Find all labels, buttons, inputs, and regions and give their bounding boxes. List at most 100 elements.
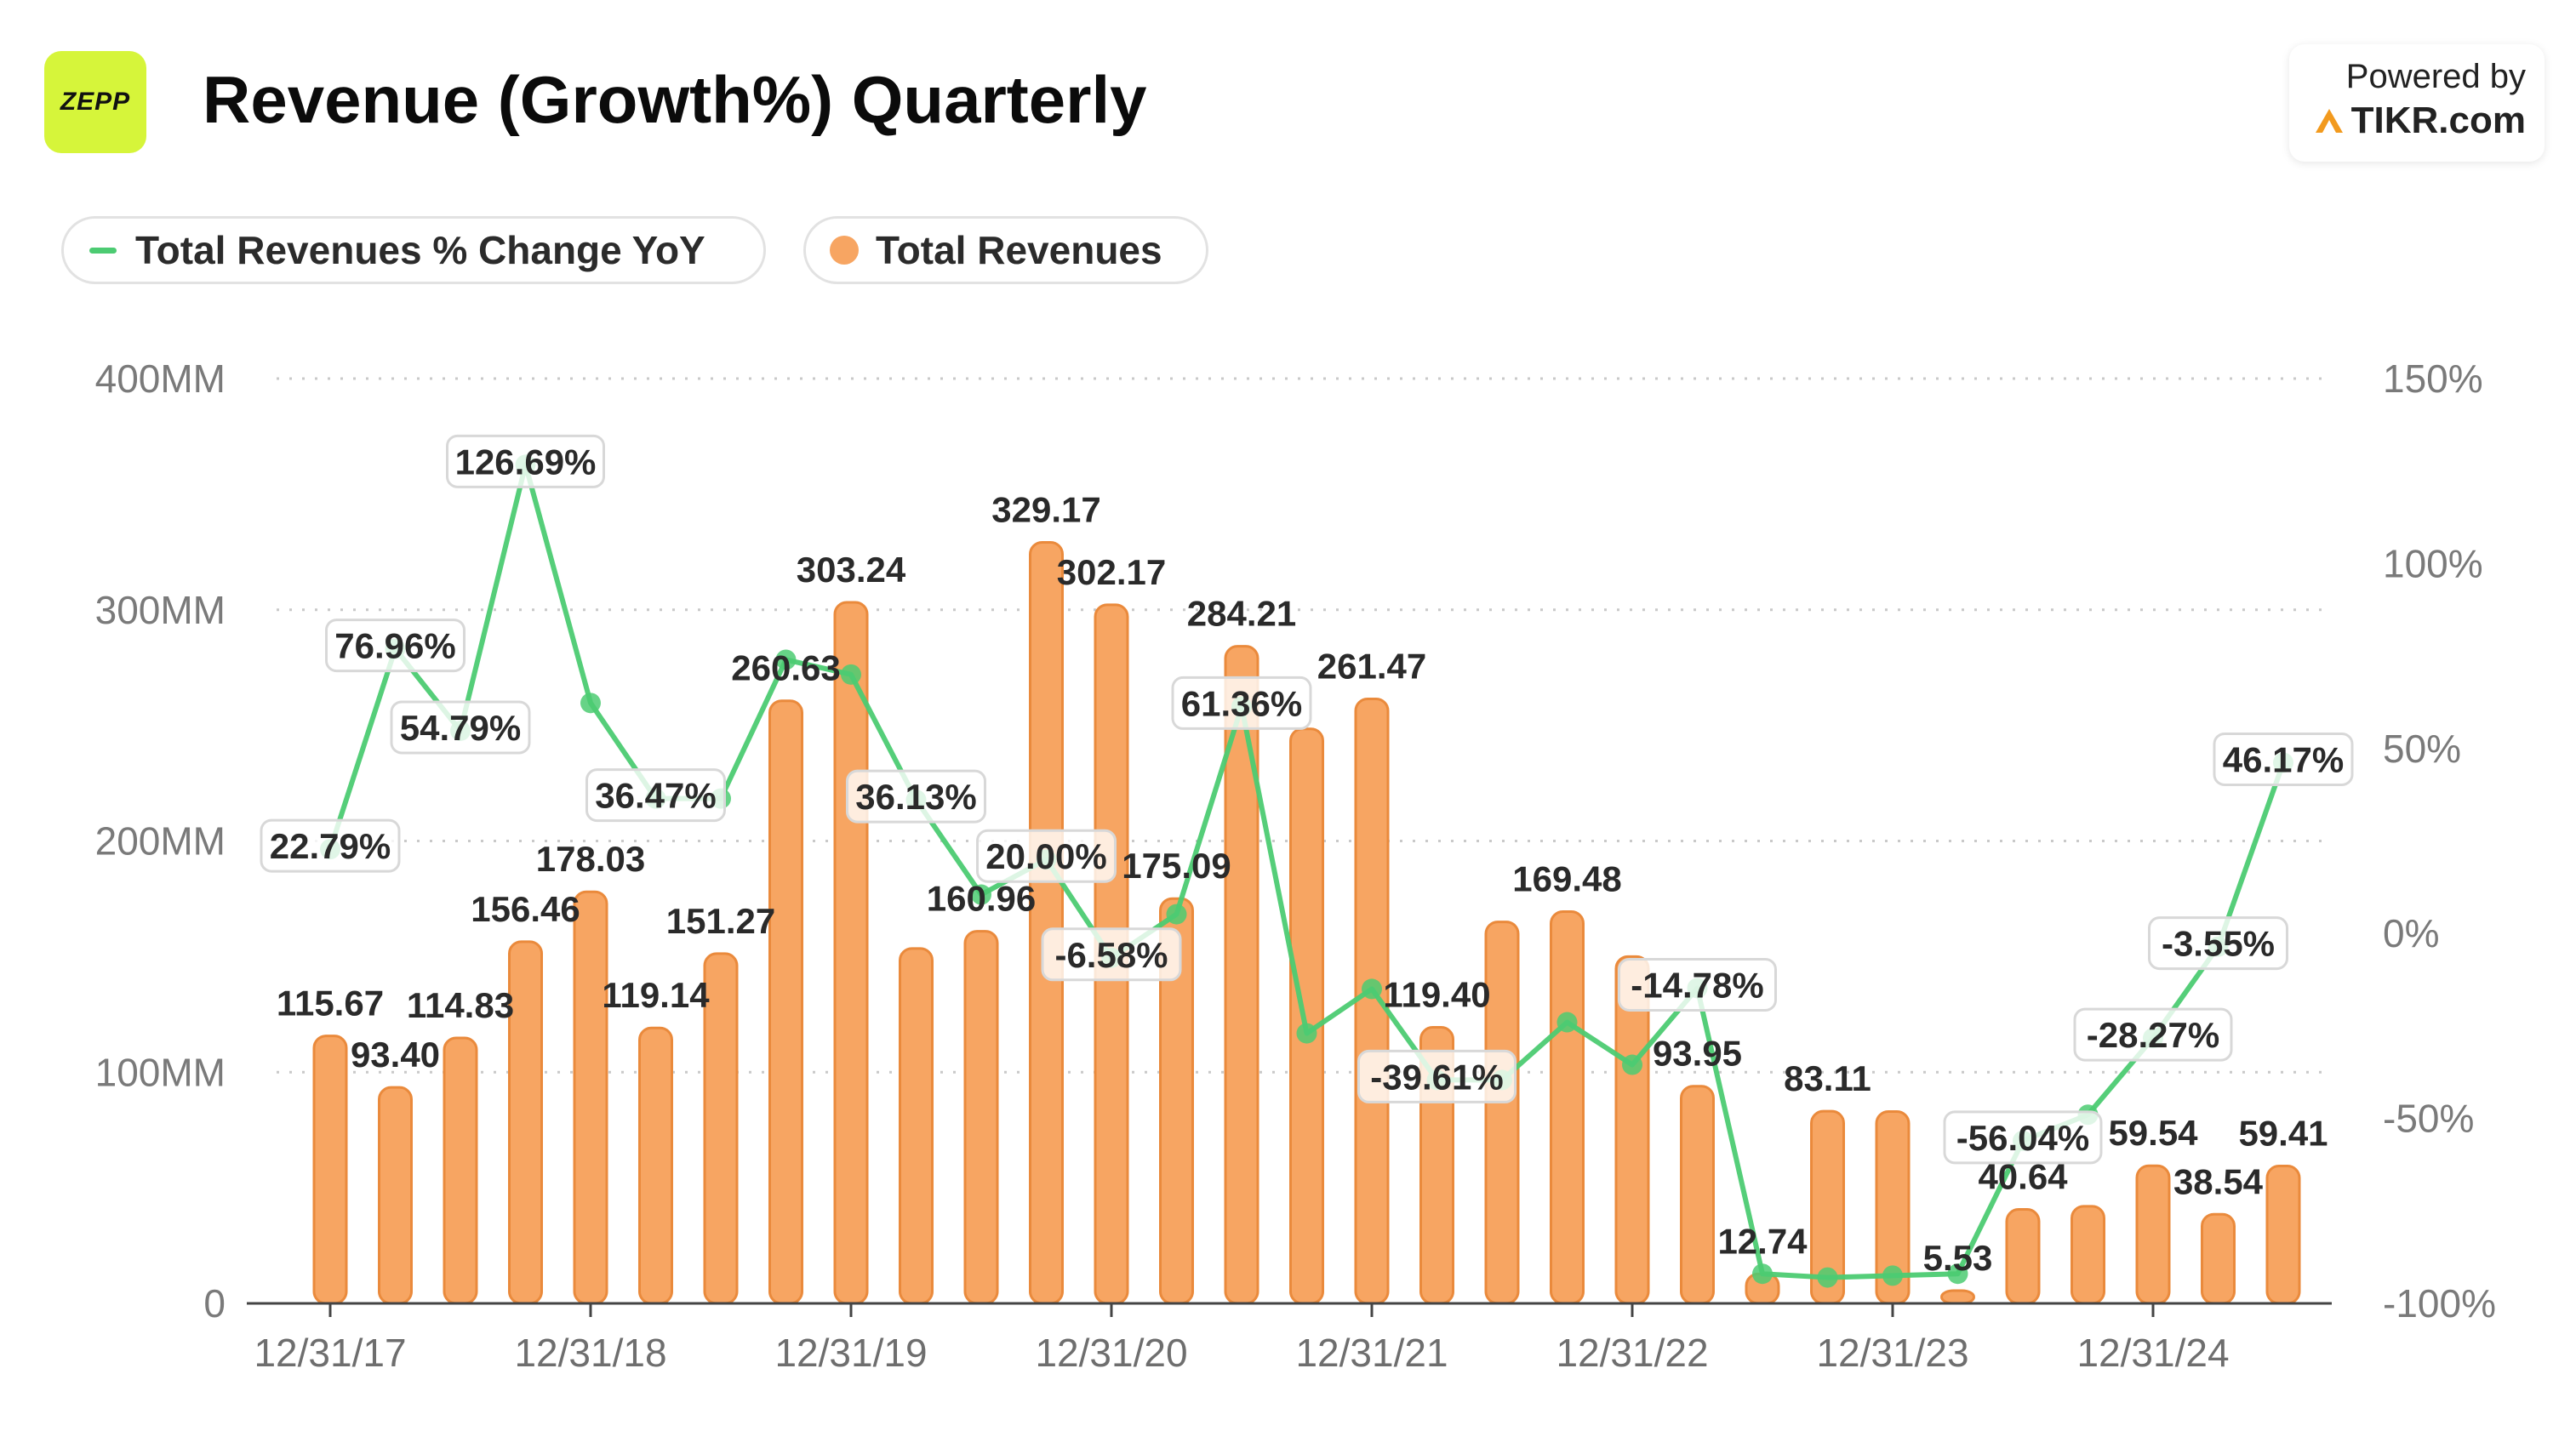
growth-label-box xyxy=(325,619,466,673)
zepp-logo: ZEPP xyxy=(44,51,146,153)
revenue-bar xyxy=(2135,1164,2171,1305)
y2-axis-tick-label: 0% xyxy=(2383,911,2439,955)
y-axis-tick-label: 0 xyxy=(203,1281,226,1326)
growth-data-label: -6.58% xyxy=(1054,935,1168,975)
x-axis-tick-label: 12/31/23 xyxy=(1816,1331,1968,1375)
growth-data-label: -56.04% xyxy=(1956,1118,2089,1158)
growth-point xyxy=(1752,1263,1773,1285)
growth-label-box xyxy=(1618,957,1777,1012)
legend-item-revenue-growth[interactable]: Total Revenues % Change YoY xyxy=(61,216,766,284)
revenue-data-label: 169.48 xyxy=(1512,858,1621,898)
revenue-bar xyxy=(1550,909,1585,1305)
revenue-data-label: 175.09 xyxy=(1122,846,1231,886)
growth-point xyxy=(1166,904,1187,925)
y2-axis-tick-label: 150% xyxy=(2383,356,2483,401)
growth-label-box xyxy=(2213,732,2354,786)
growth-label-box xyxy=(585,768,726,823)
revenue-data-label: 59.54 xyxy=(2108,1113,2198,1153)
growth-data-label: -14.78% xyxy=(1631,965,1763,1005)
x-axis-tick-label: 12/31/24 xyxy=(2076,1331,2229,1375)
revenue-bar xyxy=(1940,1289,1975,1305)
x-axis-tick-label: 12/31/18 xyxy=(514,1331,666,1375)
revenue-data-label: 178.03 xyxy=(536,839,645,879)
revenue-data-label: 12.74 xyxy=(1717,1221,1808,1261)
revenue-data-label: 114.83 xyxy=(407,985,514,1025)
revenue-data-label: 151.27 xyxy=(666,901,775,941)
growth-label-box xyxy=(1041,927,1182,982)
y-axis-tick-label: 400MM xyxy=(95,356,226,401)
y2-axis-tick-label: -50% xyxy=(2383,1097,2474,1141)
legend-line-swatch xyxy=(89,247,117,254)
growth-label-box xyxy=(1357,1049,1516,1103)
revenue-bar xyxy=(768,699,803,1305)
growth-point xyxy=(1622,1054,1642,1075)
y-axis-tick-label: 100MM xyxy=(95,1050,226,1094)
revenue-data-label: 93.95 xyxy=(1653,1034,1742,1074)
powered-by-badge[interactable]: Powered by TIKR.com xyxy=(2289,44,2545,162)
revenue-bar xyxy=(833,601,869,1305)
growth-point xyxy=(971,884,991,905)
growth-data-label: 36.47% xyxy=(595,776,716,816)
x-axis-tick-label: 12/31/20 xyxy=(1035,1331,1187,1375)
growth-label-box xyxy=(846,769,986,824)
growth-data-label: 22.79% xyxy=(270,826,391,866)
revenue-bar xyxy=(1029,540,1064,1305)
revenue-bar xyxy=(1484,921,1520,1305)
revenue-data-label: 302.17 xyxy=(1057,552,1166,592)
y-axis-tick-label: 200MM xyxy=(95,819,226,864)
tikr-brand: TIKR.com xyxy=(2314,100,2526,142)
revenue-data-label: 83.11 xyxy=(1784,1058,1871,1098)
growth-point xyxy=(1362,978,1382,1000)
revenue-data-label: 261.47 xyxy=(1317,646,1426,686)
growth-point xyxy=(1882,1265,1903,1286)
y2-axis-tick-label: 50% xyxy=(2383,727,2461,771)
growth-label-box xyxy=(446,434,605,488)
revenue-data-label: 93.40 xyxy=(351,1035,440,1075)
growth-data-label: 46.17% xyxy=(2223,739,2344,779)
growth-label-box xyxy=(2148,916,2288,971)
revenue-bar xyxy=(703,952,739,1305)
legend-item-total-revenues[interactable]: Total Revenues xyxy=(803,216,1208,284)
revenue-data-label: 303.24 xyxy=(797,550,906,590)
growth-data-label: 76.96% xyxy=(334,626,455,666)
growth-point xyxy=(775,649,797,670)
growth-data-label: -28.27% xyxy=(2087,1015,2219,1055)
x-axis-tick-label: 12/31/17 xyxy=(254,1331,406,1375)
growth-data-label: -3.55% xyxy=(2162,924,2275,964)
revenue-bar xyxy=(573,890,608,1305)
revenue-bar xyxy=(312,1035,348,1305)
revenue-bar xyxy=(2265,1165,2301,1305)
legend-dot-swatch xyxy=(830,236,859,265)
revenue-bar xyxy=(508,940,543,1305)
tikr-brand-text: TIKR.com xyxy=(2350,100,2526,141)
growth-point xyxy=(1556,1012,1578,1033)
growth-label-box xyxy=(976,829,1117,883)
y-axis-tick-label: 300MM xyxy=(95,588,226,632)
growth-label-box xyxy=(260,818,401,873)
revenue-data-label: 329.17 xyxy=(991,489,1100,529)
legend-label-total-revenues: Total Revenues xyxy=(876,228,1162,272)
revenue-bar xyxy=(2201,1212,2236,1305)
revenue-data-label: 115.67 xyxy=(277,983,384,1023)
growth-label-box xyxy=(2073,1007,2233,1062)
tikr-logo-icon xyxy=(2315,109,2343,133)
revenue-bar xyxy=(378,1086,413,1305)
revenue-data-label: 160.96 xyxy=(927,879,1036,919)
growth-data-label: 36.13% xyxy=(855,777,976,817)
revenue-data-label: 156.46 xyxy=(471,889,580,929)
x-axis-tick-label: 12/31/21 xyxy=(1295,1331,1448,1375)
revenue-bar xyxy=(1289,727,1324,1305)
y2-axis-tick-label: 100% xyxy=(2383,541,2483,585)
revenue-data-label: 284.21 xyxy=(1187,594,1296,634)
growth-label-box xyxy=(1943,1110,2103,1165)
growth-label-box xyxy=(390,700,531,755)
growth-data-label: 54.79% xyxy=(400,708,521,748)
growth-data-label: -39.61% xyxy=(1370,1057,1503,1097)
revenue-data-label: 260.63 xyxy=(731,648,840,688)
growth-label-box xyxy=(1171,676,1312,730)
growth-point xyxy=(1296,1023,1317,1044)
x-axis-tick-label: 12/31/22 xyxy=(1556,1331,1708,1375)
y2-axis-tick-label: -100% xyxy=(2383,1281,2496,1326)
revenue-bar xyxy=(963,930,999,1305)
